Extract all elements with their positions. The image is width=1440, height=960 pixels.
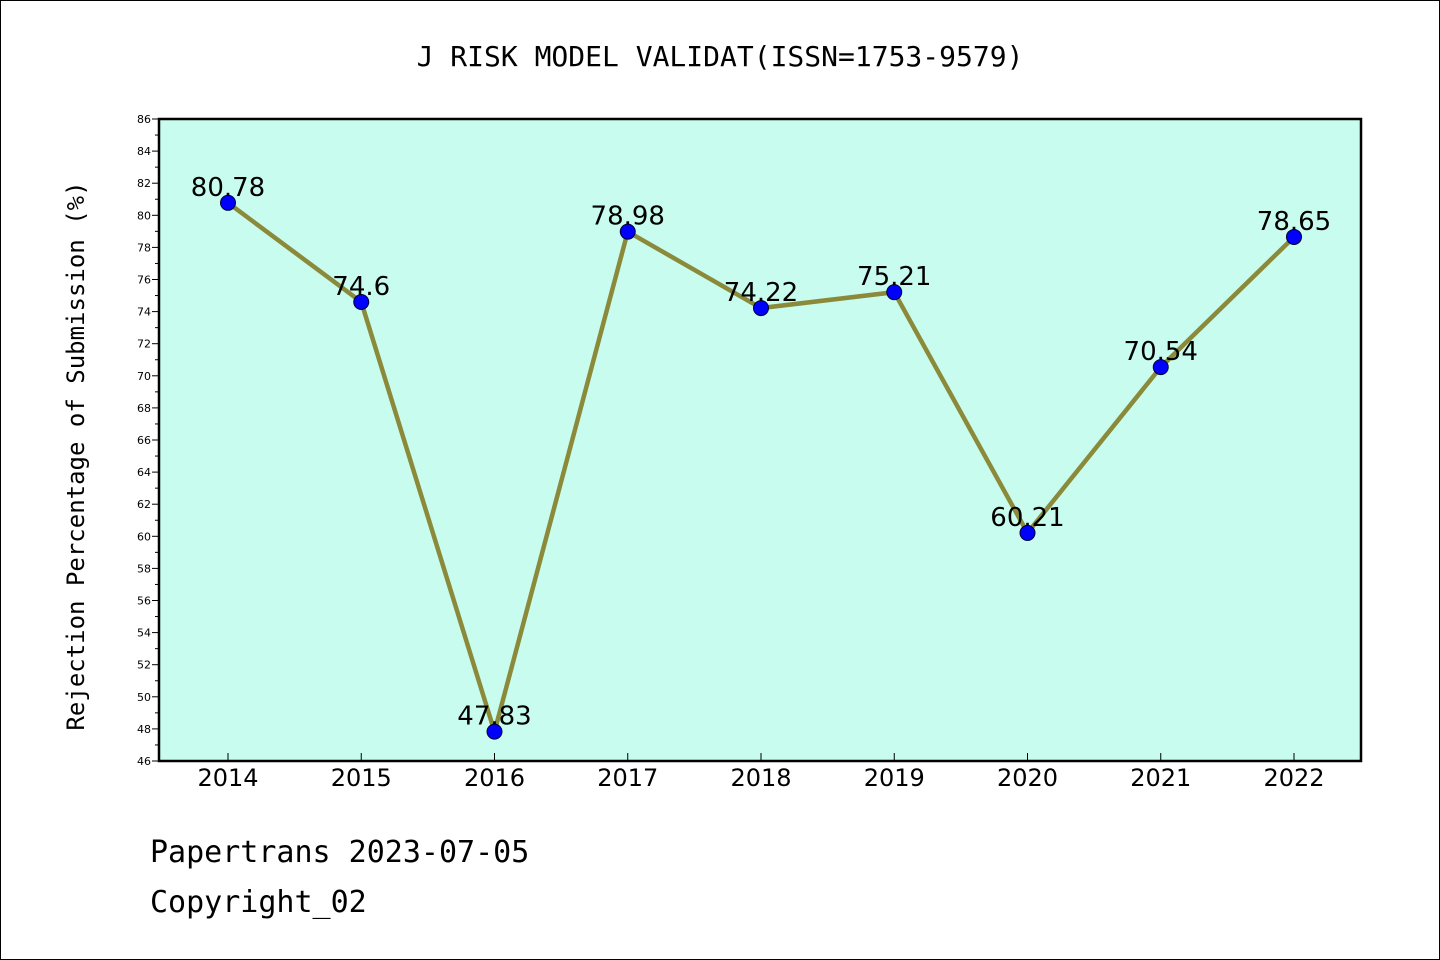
y-tick-label: 84	[137, 145, 151, 158]
y-axis-label: Rejection Percentage of Submission (%)	[62, 181, 90, 730]
x-axis: 2014 2015 2016 2017 2018 2019 2020 2021 2022	[197, 753, 1325, 792]
y-tick-label: 76	[137, 274, 151, 287]
data-point	[353, 293, 370, 310]
y-tick-label: 56	[137, 595, 151, 608]
y-tick-label: 82	[137, 177, 151, 190]
x-tick-label: 2022	[1263, 764, 1324, 792]
data-label: 70.54	[1124, 337, 1198, 367]
x-tick-label: 2014	[197, 764, 258, 792]
x-tick-label: 2015	[331, 764, 392, 792]
y-tick-label: 62	[137, 498, 151, 511]
data-point	[753, 300, 769, 317]
data-label: 60.21	[990, 503, 1064, 533]
data-label: 74.22	[724, 278, 798, 308]
data-point	[1286, 228, 1302, 245]
y-tick-label: 68	[137, 402, 151, 415]
x-tick-label: 2020	[997, 764, 1058, 792]
chart-title: J RISK MODEL VALIDAT(ISSN=1753-9579)	[417, 40, 1024, 73]
series	[220, 194, 1302, 740]
footer-copyright: Copyright_02	[150, 885, 367, 920]
y-tick-label: 72	[137, 338, 151, 351]
data-label: 75.21	[857, 262, 931, 292]
data-point	[886, 284, 903, 301]
data-point	[486, 723, 503, 740]
y-tick-label: 70	[137, 370, 151, 383]
data-label: 47.83	[457, 702, 531, 732]
x-tick-label: 2021	[1130, 764, 1191, 792]
data-label: 80.78	[191, 173, 265, 203]
y-tick-label: 64	[137, 466, 151, 479]
x-tick-label: 2017	[597, 764, 658, 792]
y-tick-label: 80	[137, 209, 151, 222]
data-label: 78.98	[591, 202, 665, 232]
x-tick-label: 2016	[464, 764, 525, 792]
data-point	[619, 223, 636, 240]
y-tick-label: 48	[137, 723, 151, 736]
y-tick-label: 74	[137, 306, 151, 319]
y-tick-label: 66	[137, 434, 151, 447]
data-point	[1019, 524, 1036, 541]
y-tick-label: 46	[137, 755, 151, 768]
y-tick-label: 54	[137, 627, 151, 640]
data-point	[220, 194, 236, 211]
y-tick-label: 58	[137, 562, 151, 575]
data-label: 74.6	[332, 272, 390, 302]
x-tick-label: 2019	[864, 764, 925, 792]
data-point	[1152, 359, 1169, 376]
y-tick-label: 52	[137, 659, 151, 672]
data-labels: 80.78 74.6 47.83 78.98 74.22 75.21 60.21 70.54 7…	[191, 173, 1331, 732]
y-tick-label: 78	[137, 241, 151, 254]
data-label: 78.65	[1257, 207, 1331, 237]
y-axis: 46 48 50 52 54 56 58 60 62 64 66 68 70 72 74 76 78 80 82 84…	[137, 113, 159, 768]
y-tick-label: 60	[137, 530, 151, 543]
y-tick-label: 86	[137, 113, 151, 126]
y-tick-label: 50	[137, 691, 151, 704]
footer-date: Papertrans 2023-07-05	[150, 835, 530, 870]
x-tick-label: 2018	[730, 764, 791, 792]
plot-area	[157, 117, 1363, 763]
